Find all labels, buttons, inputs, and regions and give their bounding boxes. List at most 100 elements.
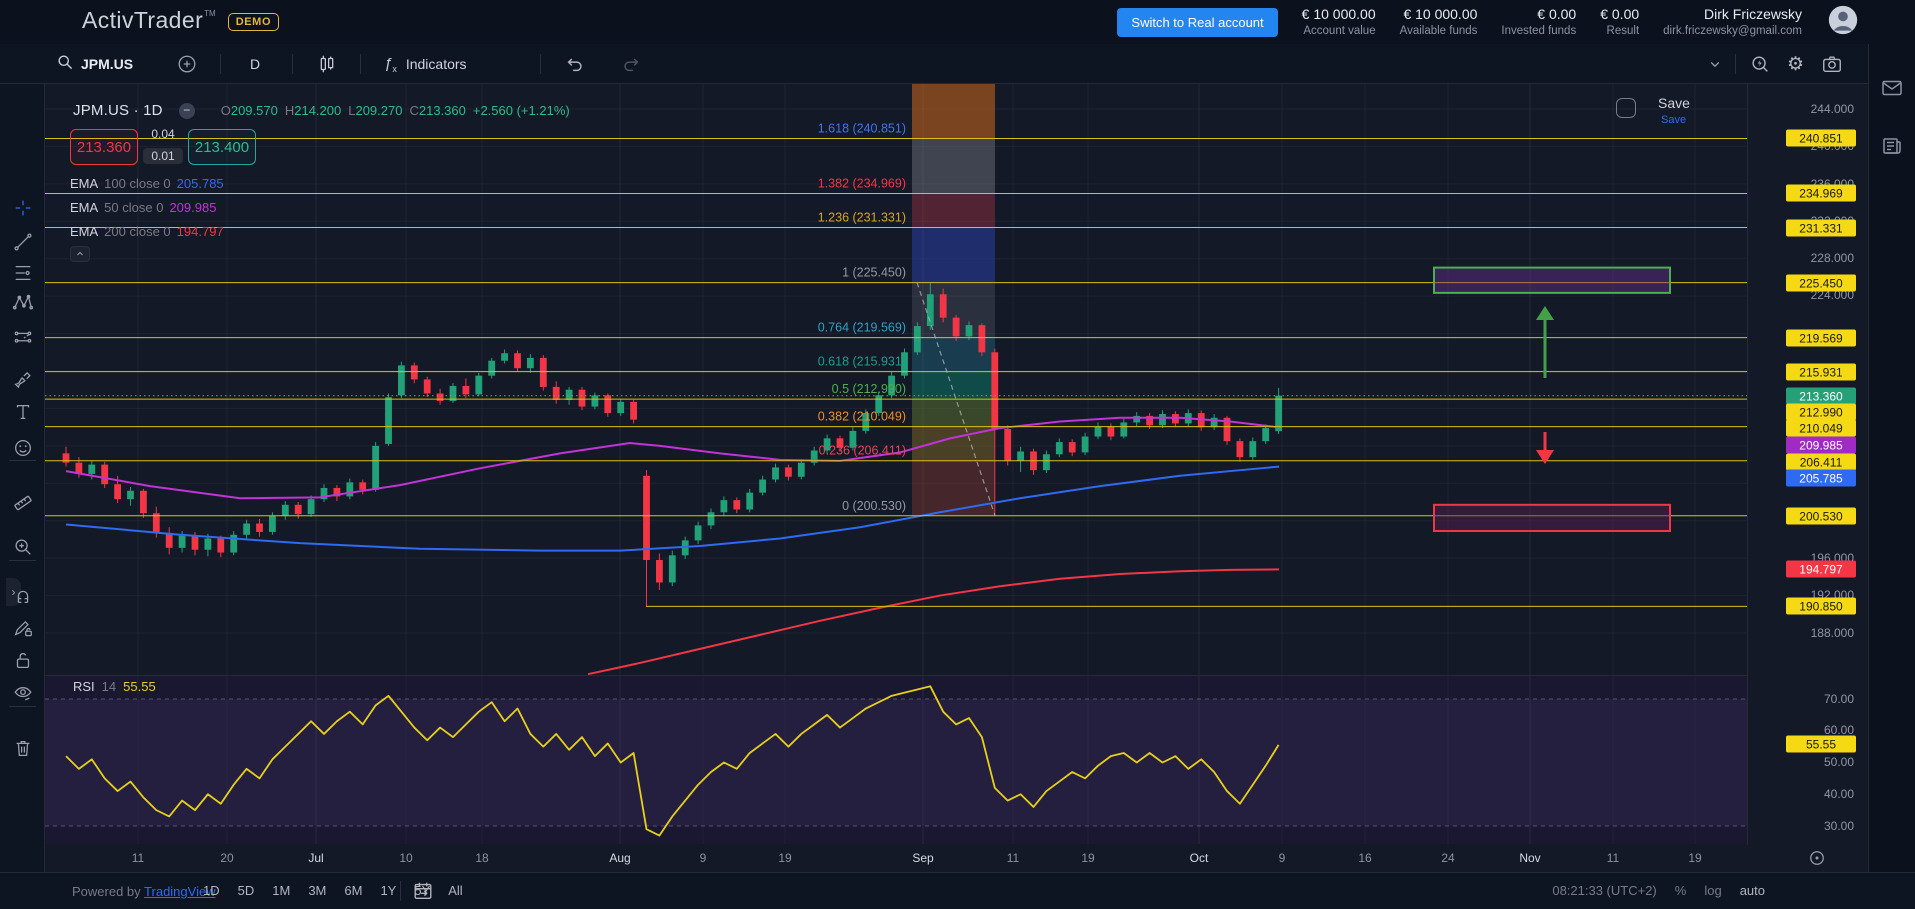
- range-button-1d[interactable]: 1D: [203, 883, 220, 898]
- supply-zone[interactable]: [1433, 266, 1671, 294]
- screenshot-button[interactable]: [1821, 44, 1843, 84]
- time-tick[interactable]: 24: [1441, 851, 1455, 865]
- time-tick[interactable]: 20: [220, 851, 234, 865]
- undo-icon: [567, 58, 582, 72]
- price-axis[interactable]: 244.000240.000236.000232.000228.000224.0…: [1747, 84, 1868, 845]
- time-tick[interactable]: 19: [1081, 851, 1095, 865]
- time-tick[interactable]: 16: [1358, 851, 1372, 865]
- indicators-button[interactable]: ƒx Indicators: [384, 44, 467, 84]
- switch-to-real-account-button[interactable]: Switch to Real account: [1117, 7, 1278, 37]
- candle: [359, 482, 367, 490]
- rsi-band: [45, 699, 1747, 826]
- chart-style-button[interactable]: [316, 44, 338, 84]
- undo-button[interactable]: [564, 44, 586, 84]
- quick-search-button[interactable]: [1749, 44, 1771, 84]
- tool-emoji[interactable]: [9, 434, 36, 461]
- time-tick[interactable]: 19: [1688, 851, 1702, 865]
- rsi-tick: 40.00: [1823, 787, 1854, 801]
- time-tick[interactable]: 19: [778, 851, 792, 865]
- news-button[interactable]: [1880, 134, 1904, 163]
- legend-collapse-button[interactable]: −: [178, 102, 195, 119]
- tool-lock-all-drawings[interactable]: [9, 646, 36, 673]
- tool-trend-line[interactable]: [9, 228, 36, 255]
- candle: [591, 395, 599, 407]
- time-tick[interactable]: Jul: [308, 851, 324, 865]
- time-tick[interactable]: 9: [699, 851, 707, 865]
- range-selector: 1D 5D 1M 3M 6M 1Y 5Y All: [196, 879, 470, 902]
- time-tick[interactable]: Aug: [609, 851, 631, 865]
- candle: [849, 430, 857, 448]
- save-layout-link[interactable]: Save: [1661, 114, 1687, 126]
- tool-fib-retracement[interactable]: [9, 259, 36, 286]
- buy-button[interactable]: 213.400: [188, 129, 256, 165]
- time-tick[interactable]: Oct: [1189, 851, 1209, 865]
- fib-trendline[interactable]: [916, 282, 996, 516]
- time-tick[interactable]: 11: [1606, 851, 1620, 865]
- settings-button[interactable]: ⚙: [1787, 44, 1804, 84]
- redo-icon: [624, 58, 639, 72]
- go-to-realtime-button[interactable]: [1807, 848, 1827, 873]
- range-button-1m[interactable]: 1M: [272, 883, 291, 898]
- tool-pattern-xabcd[interactable]: [9, 289, 36, 316]
- open-value: 209.570: [230, 103, 278, 118]
- fib-label: 0.382 (210.049): [818, 410, 906, 424]
- down-arrowhead[interactable]: [1536, 450, 1554, 464]
- auto-scale-toggle[interactable]: auto: [1739, 883, 1765, 898]
- time-tick[interactable]: 18: [475, 851, 489, 865]
- tool-hide-all-drawings[interactable]: [9, 679, 36, 706]
- legend-symbol[interactable]: JPM.US · 1D: [73, 102, 163, 119]
- remove-all-drawings-icon: [16, 740, 29, 756]
- tool-forecast[interactable]: [9, 324, 36, 351]
- range-button-5d[interactable]: 5D: [237, 883, 255, 898]
- timeframe-button[interactable]: D: [250, 56, 261, 72]
- symbol-search[interactable]: JPM.US: [55, 44, 133, 84]
- range-button-1y[interactable]: 1Y: [380, 883, 397, 898]
- up-arrowhead[interactable]: [1536, 306, 1554, 320]
- pane-separator[interactable]: [45, 675, 1868, 676]
- save-layout-button[interactable]: Save: [1658, 95, 1690, 111]
- tool-ruler[interactable]: [9, 489, 36, 516]
- tradingview-link[interactable]: TradingView: [144, 884, 216, 899]
- time-tick[interactable]: 11: [1006, 851, 1020, 865]
- toolbar-expand-handle[interactable]: ›: [6, 578, 21, 606]
- tool-remove-all-drawings[interactable]: [9, 734, 36, 761]
- time-tick[interactable]: 10: [399, 851, 413, 865]
- range-button-all[interactable]: All: [448, 883, 463, 898]
- ema200-value: 194.797: [176, 223, 224, 239]
- tool-crosshair[interactable]: [9, 194, 36, 221]
- indicators-collapse-button[interactable]: [70, 246, 90, 262]
- range-button-3m[interactable]: 3M: [308, 883, 327, 898]
- layout-checkbox[interactable]: [1616, 98, 1636, 118]
- tool-zoom-in[interactable]: [9, 533, 36, 560]
- time-tick[interactable]: Sep: [912, 851, 934, 865]
- candle: [294, 504, 302, 515]
- time-tick[interactable]: 11: [131, 851, 145, 865]
- tool-text[interactable]: [9, 398, 36, 425]
- tool-brush[interactable]: [9, 363, 36, 390]
- log-scale-toggle[interactable]: log: [1704, 883, 1722, 898]
- range-button-6m[interactable]: 6M: [344, 883, 363, 898]
- mail-button[interactable]: [1880, 76, 1904, 105]
- go-to-date-button[interactable]: [412, 880, 434, 907]
- demand-zone[interactable]: [1433, 503, 1671, 533]
- avatar[interactable]: [1826, 3, 1860, 42]
- candle: [230, 534, 238, 553]
- rsi-tick: 50.00: [1823, 755, 1854, 769]
- rsi-legend[interactable]: RSI 14 55.55: [73, 679, 156, 694]
- main-chart[interactable]: 1.618 (240.851) 1.382 (234.969) 1.236 (231…: [45, 84, 1747, 845]
- save-menu-chevron[interactable]: [1706, 44, 1724, 84]
- indicator-row-ema50[interactable]: EMA 50 close 0 209.985: [70, 199, 217, 215]
- time-tick[interactable]: Nov: [1519, 851, 1541, 865]
- indicator-row-ema100[interactable]: EMA 100 close 0 205.785: [70, 175, 224, 191]
- compare-add-button[interactable]: [176, 44, 198, 84]
- percent-scale-toggle[interactable]: %: [1674, 883, 1687, 898]
- price-label: 219.569: [1786, 329, 1856, 347]
- tool-magnet[interactable]: [9, 581, 36, 608]
- time-tick[interactable]: 9: [1278, 851, 1286, 865]
- sell-button[interactable]: 213.360: [70, 129, 138, 165]
- tool-drawing-pencil-lock[interactable]: [9, 614, 36, 641]
- indicator-row-ema200[interactable]: EMA 200 close 0 194.797: [70, 223, 224, 239]
- candle: [165, 532, 173, 548]
- redo-button[interactable]: [620, 44, 642, 84]
- time-axis[interactable]: 11 20 Jul 10 18 Aug 9 19 Sep 11 19 Oct 9 16 24 Nov 11 19: [45, 845, 1868, 872]
